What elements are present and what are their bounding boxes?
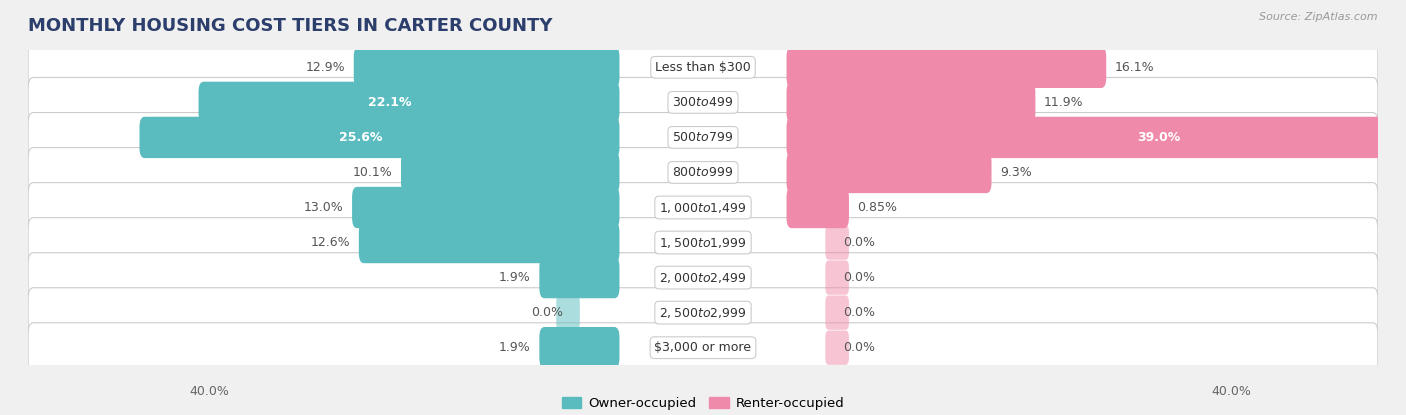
FancyBboxPatch shape bbox=[354, 46, 620, 88]
Text: 9.3%: 9.3% bbox=[1000, 166, 1032, 179]
FancyBboxPatch shape bbox=[825, 261, 849, 295]
Text: Less than $300: Less than $300 bbox=[655, 61, 751, 74]
Text: Source: ZipAtlas.com: Source: ZipAtlas.com bbox=[1260, 12, 1378, 22]
FancyBboxPatch shape bbox=[825, 295, 849, 330]
Text: 10.1%: 10.1% bbox=[353, 166, 392, 179]
FancyBboxPatch shape bbox=[786, 46, 1107, 88]
Text: 11.9%: 11.9% bbox=[1043, 96, 1084, 109]
FancyBboxPatch shape bbox=[28, 78, 1378, 127]
Text: 0.0%: 0.0% bbox=[844, 271, 875, 284]
Text: $500 to $799: $500 to $799 bbox=[672, 131, 734, 144]
Text: 0.85%: 0.85% bbox=[858, 201, 897, 214]
Text: 1.9%: 1.9% bbox=[499, 271, 531, 284]
Text: $800 to $999: $800 to $999 bbox=[672, 166, 734, 179]
FancyBboxPatch shape bbox=[28, 148, 1378, 198]
FancyBboxPatch shape bbox=[28, 288, 1378, 337]
Text: 0.0%: 0.0% bbox=[844, 236, 875, 249]
FancyBboxPatch shape bbox=[28, 253, 1378, 303]
Text: 40.0%: 40.0% bbox=[1212, 386, 1251, 398]
FancyBboxPatch shape bbox=[139, 117, 620, 158]
FancyBboxPatch shape bbox=[198, 82, 620, 123]
Text: $300 to $499: $300 to $499 bbox=[672, 96, 734, 109]
Text: 0.0%: 0.0% bbox=[844, 341, 875, 354]
FancyBboxPatch shape bbox=[28, 217, 1378, 267]
Text: $1,500 to $1,999: $1,500 to $1,999 bbox=[659, 236, 747, 249]
Text: $3,000 or more: $3,000 or more bbox=[655, 341, 751, 354]
Text: 0.0%: 0.0% bbox=[844, 306, 875, 319]
FancyBboxPatch shape bbox=[28, 112, 1378, 162]
Text: 22.1%: 22.1% bbox=[368, 96, 412, 109]
FancyBboxPatch shape bbox=[825, 330, 849, 365]
FancyBboxPatch shape bbox=[786, 187, 849, 228]
Text: 12.6%: 12.6% bbox=[311, 236, 350, 249]
FancyBboxPatch shape bbox=[786, 117, 1406, 158]
Text: 12.9%: 12.9% bbox=[305, 61, 346, 74]
FancyBboxPatch shape bbox=[28, 42, 1378, 92]
FancyBboxPatch shape bbox=[825, 225, 849, 260]
Text: 25.6%: 25.6% bbox=[339, 131, 382, 144]
FancyBboxPatch shape bbox=[359, 222, 620, 263]
Text: MONTHLY HOUSING COST TIERS IN CARTER COUNTY: MONTHLY HOUSING COST TIERS IN CARTER COU… bbox=[28, 17, 553, 34]
FancyBboxPatch shape bbox=[352, 187, 620, 228]
Text: 13.0%: 13.0% bbox=[304, 201, 343, 214]
Text: 1.9%: 1.9% bbox=[499, 341, 531, 354]
Legend: Owner-occupied, Renter-occupied: Owner-occupied, Renter-occupied bbox=[557, 391, 849, 415]
Text: 39.0%: 39.0% bbox=[1137, 131, 1180, 144]
FancyBboxPatch shape bbox=[786, 152, 991, 193]
FancyBboxPatch shape bbox=[786, 82, 1035, 123]
Text: $2,000 to $2,499: $2,000 to $2,499 bbox=[659, 271, 747, 285]
FancyBboxPatch shape bbox=[28, 183, 1378, 232]
Text: $1,000 to $1,499: $1,000 to $1,499 bbox=[659, 200, 747, 215]
FancyBboxPatch shape bbox=[401, 152, 620, 193]
FancyBboxPatch shape bbox=[557, 295, 579, 330]
FancyBboxPatch shape bbox=[28, 323, 1378, 373]
Text: $2,500 to $2,999: $2,500 to $2,999 bbox=[659, 305, 747, 320]
FancyBboxPatch shape bbox=[540, 327, 620, 369]
Text: 16.1%: 16.1% bbox=[1115, 61, 1154, 74]
FancyBboxPatch shape bbox=[540, 257, 620, 298]
Text: 0.0%: 0.0% bbox=[531, 306, 562, 319]
Text: 40.0%: 40.0% bbox=[190, 386, 229, 398]
